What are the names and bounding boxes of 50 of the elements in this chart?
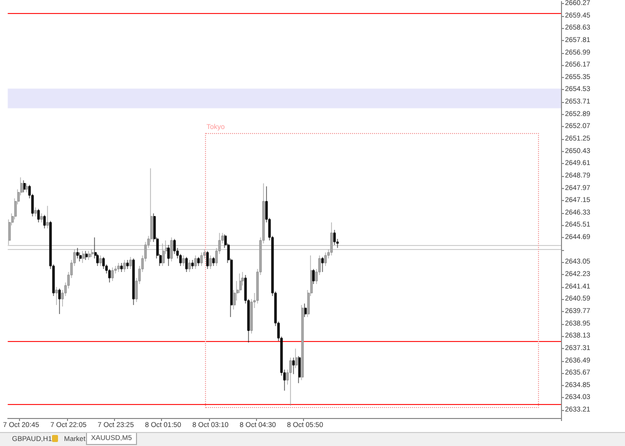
candlestick (117, 262, 120, 272)
candlestick (99, 255, 102, 266)
candlestick (330, 222, 333, 256)
candlestick (206, 250, 209, 270)
candlestick (46, 206, 49, 229)
candlestick (185, 256, 188, 272)
candlestick (304, 303, 307, 318)
candlestick (200, 252, 203, 266)
candlestick (132, 258, 135, 306)
candlestick (102, 256, 105, 270)
candlestick (79, 252, 82, 262)
candlestick (312, 268, 315, 284)
candlestick (212, 256, 215, 266)
candlestick (194, 255, 197, 270)
candlestick (58, 288, 61, 314)
candlestick (301, 304, 304, 380)
candlestick (333, 230, 336, 246)
candlestick (289, 357, 292, 406)
candlestick (43, 214, 46, 229)
candlestick (23, 180, 26, 193)
candlestick (40, 213, 43, 223)
candlestick (108, 268, 111, 283)
candlestick (34, 207, 37, 217)
candlestick (324, 252, 327, 266)
candlestick (182, 255, 185, 266)
candlestick (88, 250, 91, 260)
candlestick (55, 286, 58, 306)
candlestick (76, 248, 79, 259)
candlestick (191, 260, 194, 270)
candlestick (123, 260, 126, 272)
candlestick (321, 256, 324, 272)
candlestick (85, 250, 88, 260)
candlestick (129, 256, 132, 270)
candlestick (126, 260, 129, 270)
candlestick (162, 243, 165, 266)
candlestick (173, 238, 176, 254)
candlestick (292, 357, 295, 374)
candlestick (91, 249, 94, 258)
candlestick (167, 244, 170, 266)
candlestick (188, 260, 191, 272)
candlestick (298, 356, 301, 384)
candlestick (82, 250, 85, 264)
candlestick (209, 255, 212, 270)
candlestick (37, 208, 40, 223)
candlestick (25, 183, 28, 193)
candlestick (295, 348, 298, 368)
candlestick (111, 267, 114, 282)
candlestick (120, 262, 123, 272)
candlestick (197, 256, 200, 266)
candlestick (170, 237, 173, 262)
